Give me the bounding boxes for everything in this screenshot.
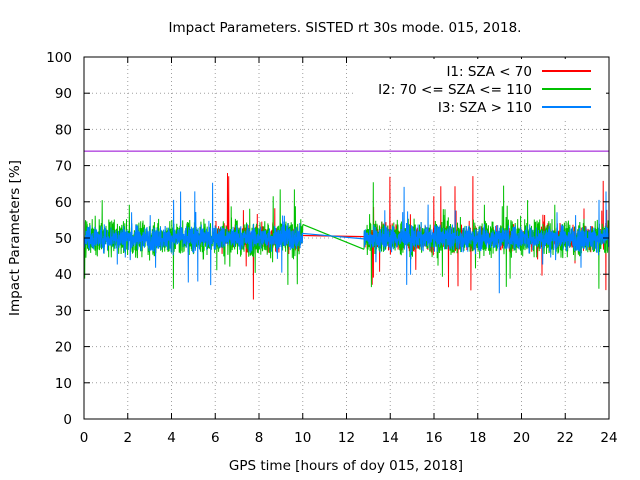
x-tick-label: 12 (338, 430, 355, 446)
y-axis-label: Impact Parameters [%] (7, 160, 23, 316)
x-axis-label: GPS time [hours of doy 015, 2018] (229, 458, 463, 474)
y-tick-label: 90 (55, 86, 72, 102)
series-line-segment (363, 186, 610, 294)
x-tick-label: 14 (382, 430, 399, 446)
series-gap-connector (302, 223, 365, 250)
series-line-segment (83, 182, 304, 286)
series-3 (83, 182, 610, 294)
series-gap-connector (302, 232, 365, 240)
legend-label-i2: I2: 70 <= SZA <= 110 (378, 82, 532, 98)
x-tick-label: 20 (513, 430, 530, 446)
legend-label-i1: I1: SZA < 70 (446, 64, 532, 80)
x-tick-label: 22 (557, 430, 574, 446)
y-tick-label: 10 (55, 376, 72, 392)
x-tick-label: 24 (600, 430, 617, 446)
x-tick-label: 6 (211, 430, 220, 446)
legend-label-i3: I3: SZA > 110 (438, 100, 532, 116)
y-tick-label: 80 (55, 122, 72, 138)
x-tick-label: 18 (469, 430, 486, 446)
y-tick-label: 100 (46, 50, 72, 66)
y-tick-label: 20 (55, 340, 72, 356)
x-tick-label: 10 (294, 430, 311, 446)
x-tick-label: 16 (425, 430, 442, 446)
y-tick-label: 60 (55, 195, 72, 211)
legend: I1: SZA < 70 I2: 70 <= SZA <= 110 I3: SZ… (356, 59, 606, 121)
y-tick-label: 70 (55, 159, 72, 175)
y-tick-labels: 0 10 20 30 40 50 60 70 80 90 100 (46, 50, 72, 428)
x-tick-label: 4 (167, 430, 176, 446)
chart-title: Impact Parameters. SISTED rt 30s mode. 0… (169, 20, 522, 36)
x-tick-label: 8 (255, 430, 264, 446)
x-tick-label: 2 (123, 430, 132, 446)
y-tick-label: 30 (55, 303, 72, 319)
y-tick-label: 50 (55, 231, 72, 247)
y-tick-label: 0 (63, 412, 72, 428)
y-tick-label: 40 (55, 267, 72, 283)
x-tick-labels: 0 2 4 6 8 10 12 14 16 18 20 22 24 (80, 430, 618, 446)
x-tick-label: 0 (80, 430, 89, 446)
series-layer (83, 150, 610, 300)
